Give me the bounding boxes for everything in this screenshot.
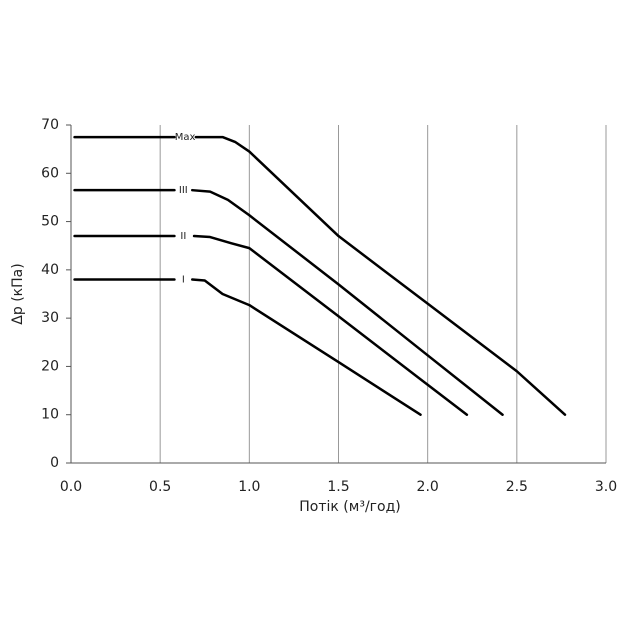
- series-line: [194, 135, 567, 416]
- series-label: I: [182, 275, 185, 286]
- y-axis-title: Δp (кПа): [10, 263, 26, 324]
- y-tick-label: 50: [41, 214, 59, 230]
- y-tick-label: 0: [50, 455, 59, 471]
- x-tick-label: 2.0: [417, 479, 439, 495]
- x-tick-label: 0.0: [60, 479, 82, 495]
- x-tick-label: 3.0: [595, 479, 617, 495]
- y-tick-label: 40: [41, 262, 59, 278]
- series-line: [192, 234, 469, 416]
- x-tick-label: 0.5: [149, 479, 171, 495]
- y-tick-label: 20: [41, 358, 59, 374]
- x-tick-label: 1.5: [327, 479, 349, 495]
- x-tick-label: 1.0: [238, 479, 260, 495]
- x-axis-title: Потік (м³/год): [299, 499, 400, 515]
- y-tick-label: 30: [41, 310, 59, 326]
- series-label: III: [179, 185, 188, 196]
- series-label: Max: [175, 132, 196, 143]
- series-label: II: [180, 231, 186, 242]
- series-line: [191, 188, 504, 416]
- y-tick-label: 10: [41, 407, 59, 423]
- series-line: [191, 278, 422, 416]
- y-tick-label: 60: [41, 165, 59, 181]
- y-tick-label: 70: [41, 117, 59, 133]
- x-tick-label: 2.5: [506, 479, 528, 495]
